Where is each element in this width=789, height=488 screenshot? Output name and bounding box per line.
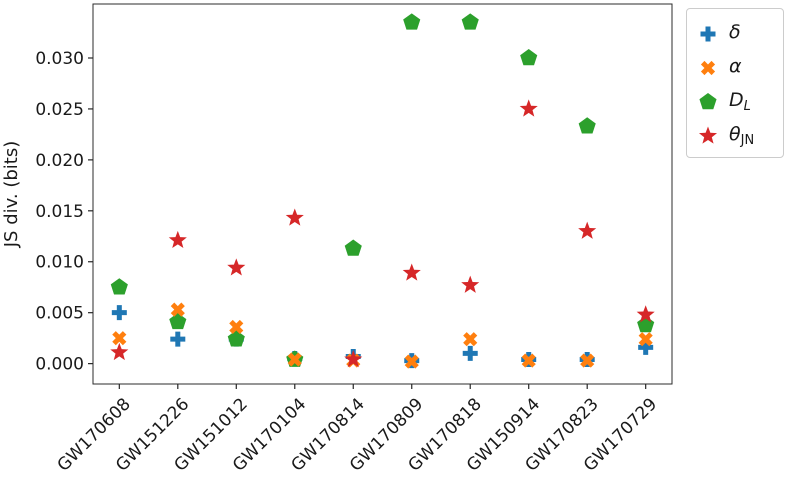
legend-item-alpha: α (695, 51, 779, 85)
legend-label: θJN (729, 123, 755, 148)
pentagon-marker-icon (699, 93, 717, 110)
star-marker-icon (698, 126, 718, 144)
data-point-pentagon (110, 278, 128, 295)
data-point-star (519, 99, 538, 117)
data-point-star (285, 208, 304, 226)
data-point-pentagon (403, 13, 421, 30)
data-point-star (578, 221, 597, 239)
plus-marker-icon (700, 26, 716, 42)
y-axis-ticks: 0.000 0.005 0.010 0.015 0.020 0.025 0.030 (35, 49, 93, 375)
legend-item-delta: δ (695, 17, 779, 51)
data-point-star (402, 263, 421, 281)
data-point-star (344, 350, 363, 368)
data-point-x (287, 352, 302, 367)
data-point-star (227, 258, 246, 276)
data-point-x (638, 332, 653, 347)
y-axis-label: JS div. (bits) (1, 141, 22, 249)
data-point-pentagon (578, 117, 596, 134)
data-point-pentagon (520, 48, 538, 66)
data-point-x (463, 332, 478, 347)
data-point-pentagon (344, 239, 362, 256)
data-points (110, 13, 655, 369)
y-tick-label: 0.000 (35, 355, 84, 375)
data-point-plus (638, 339, 654, 355)
y-tick-label: 0.030 (35, 49, 84, 69)
data-point-x (580, 353, 595, 368)
data-point-plus (462, 345, 478, 361)
plot-frame (92, 3, 673, 385)
data-point-pentagon (461, 13, 479, 30)
pentagon-icon (699, 93, 717, 110)
legend-item-luminosity-distance: DL (695, 85, 779, 119)
y-tick-label: 0.025 (35, 100, 84, 120)
legend-label: DL (729, 89, 751, 114)
data-point-pentagon (227, 330, 245, 347)
data-point-x (112, 331, 127, 346)
data-point-star (110, 342, 129, 361)
data-point-x (404, 354, 419, 369)
legend-item-theta-jn: θJN (695, 119, 779, 153)
data-point-x (170, 302, 185, 317)
data-point-x (229, 319, 244, 335)
data-point-plus (170, 331, 186, 347)
y-tick-label: 0.010 (35, 253, 84, 273)
plus-icon (700, 26, 716, 42)
data-point-plus (111, 305, 127, 321)
data-point-x (521, 353, 536, 368)
y-tick-label: 0.020 (35, 151, 84, 171)
data-point-star (168, 230, 187, 249)
y-tick-label: 0.005 (35, 304, 84, 324)
x-marker-icon (700, 60, 716, 76)
legend: δ α DL θJN (686, 8, 784, 158)
star-icon (698, 126, 718, 144)
x-icon (700, 60, 716, 76)
legend-label: α (729, 55, 742, 77)
data-point-pentagon (169, 312, 187, 330)
x-axis-ticks: GW170608GW151226GW151012GW170104GW170814… (54, 384, 661, 476)
legend-label: δ (729, 21, 741, 43)
data-point-star (461, 275, 480, 293)
y-tick-label: 0.015 (35, 202, 84, 222)
data-point-star (636, 305, 655, 323)
